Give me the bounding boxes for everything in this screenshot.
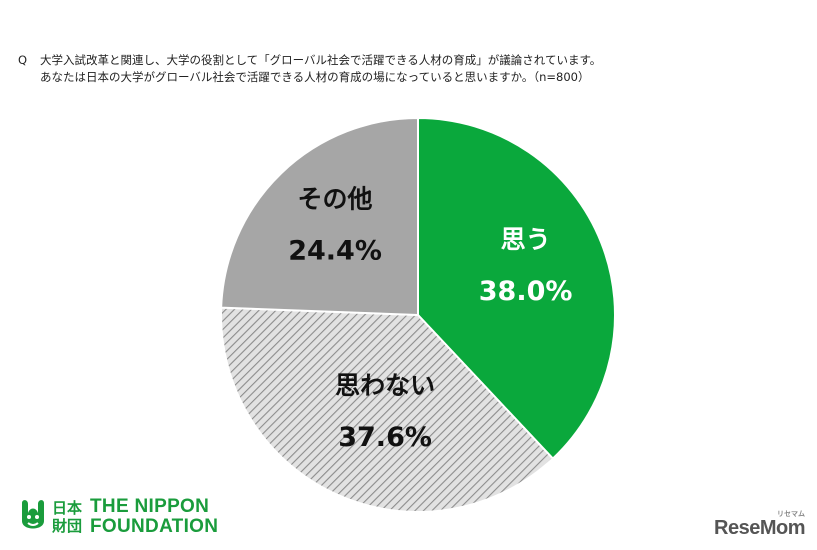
logo-kanji: 日本 財団 [52,499,82,535]
pie-slice [220,116,419,317]
question-text-1: 大学入試改革と関連し、大学の役割として「グローバル社会で活躍できる人材の育成」が… [40,53,602,67]
question-line-1: Q 大学入試改革と関連し、大学の役割として「グローバル社会で活躍できる人材の育成」… [18,52,601,69]
question-mark: Q [18,53,28,67]
watermark-small: リセマム [777,511,805,518]
resemom-watermark: ReseMom リセマム [714,511,805,540]
watermark-text: ReseMom [714,517,805,539]
nippon-foundation-mark-icon [22,500,44,529]
question-block: Q 大学入試改革と関連し、大学の役割として「グローバル社会で活躍できる人材の育成」… [18,52,601,86]
logo-kanji-bottom: 財団 [52,517,83,535]
nippon-foundation-logo: 日本 財団 THE NIPPON FOUNDATION [18,495,218,539]
slice-category-label: 思う [501,225,551,254]
pie-slice [417,116,616,461]
pie-slice [220,306,555,513]
slice-category-label: その他 [298,184,373,213]
question-line-2: あなたは日本の大学がグローバル社会で活躍できる人材の育成の場になっていると思いま… [40,70,590,84]
logo-english: THE NIPPON FOUNDATION [90,497,218,537]
pie-labels: 思う 38.0% 思わない 37.6% その他 24.4% [288,184,572,453]
slice-value-label: 24.4% [288,235,382,266]
pie-slices [220,116,616,513]
slice-value-label: 38.0% [479,276,573,307]
slice-category-label: 思わない [335,371,435,400]
logo-kanji-top: 日本 [52,499,83,517]
slice-value-label: 37.6% [338,422,432,453]
logo-en-top: THE NIPPON [90,496,210,517]
logo-en-bottom: FOUNDATION [90,516,219,537]
